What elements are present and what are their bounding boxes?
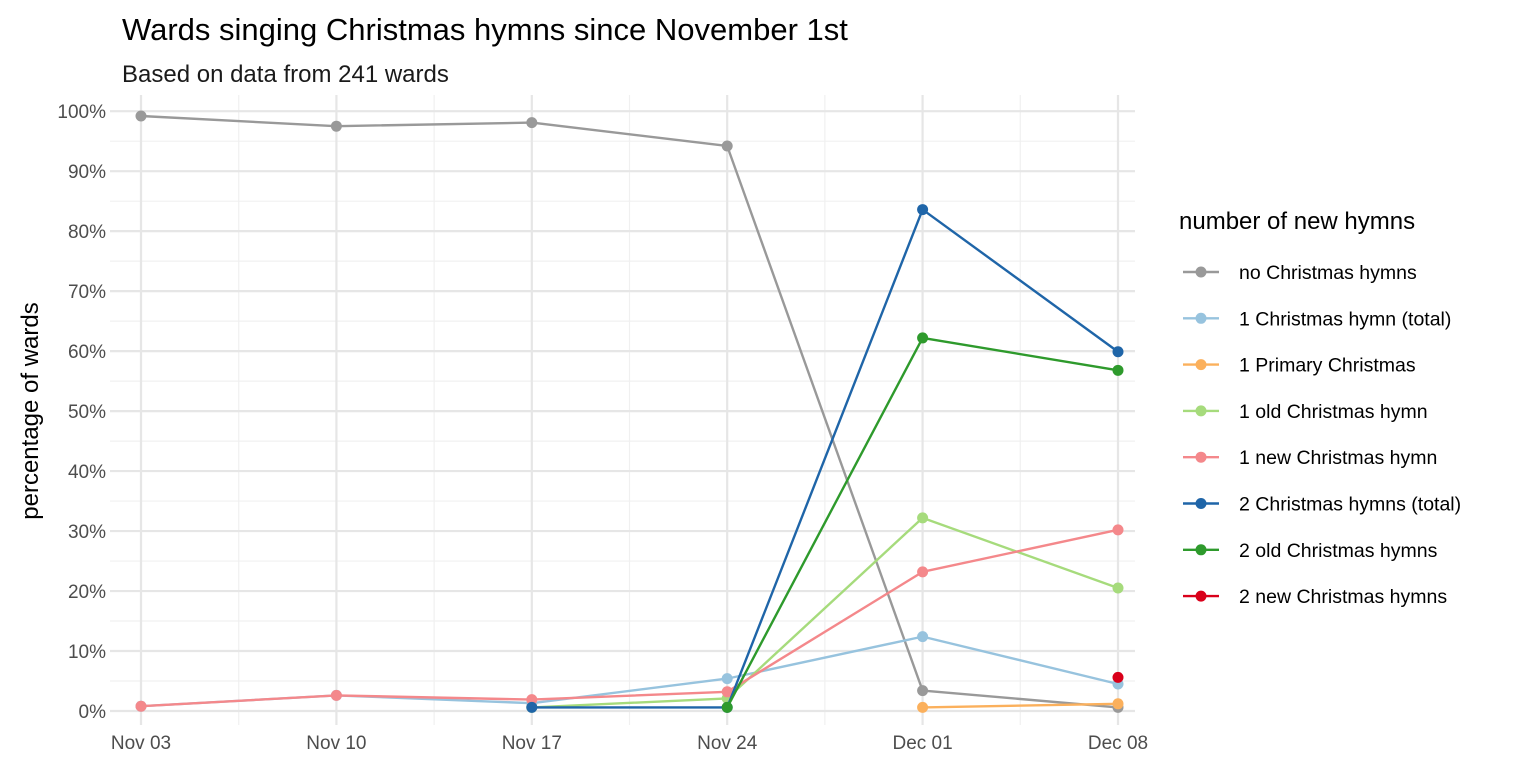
data-point (917, 566, 929, 578)
x-tick-label: Dec 01 (892, 733, 952, 754)
data-point (721, 686, 733, 698)
legend-key-point (1195, 266, 1207, 278)
data-point (1112, 671, 1124, 683)
data-point (721, 701, 733, 713)
legend-label: 2 old Christmas hymns (1239, 540, 1438, 562)
data-point (1112, 346, 1124, 358)
data-point (330, 120, 342, 132)
legend-key-point (1195, 544, 1207, 556)
data-point (917, 631, 929, 643)
chart-subtitle: Based on data from 241 wards (122, 61, 449, 88)
x-tick-label: Nov 03 (111, 733, 171, 754)
y-tick-label: 80% (68, 222, 106, 243)
legend-item: 2 old Christmas hymns (1183, 540, 1438, 562)
y-tick-label: 60% (68, 342, 106, 363)
data-point (1112, 698, 1124, 710)
legend-item: 1 old Christmas hymn (1183, 401, 1428, 423)
data-point (917, 685, 929, 697)
legend-item: no Christmas hymns (1183, 262, 1417, 284)
y-tick-label: 40% (68, 462, 106, 483)
legend-label: 1 old Christmas hymn (1239, 401, 1428, 423)
legend-key-point (1195, 590, 1207, 602)
series-line (922, 702, 1119, 709)
data-point (721, 673, 733, 685)
legend-key-point (1195, 451, 1207, 463)
legend-label: 1 Christmas hymn (total) (1239, 308, 1451, 330)
data-point (917, 332, 929, 344)
data-point (917, 204, 929, 216)
y-axis-title: percentage of wards (17, 302, 44, 519)
legend-item: 1 Primary Christmas (1183, 355, 1416, 377)
legend-key-point (1195, 498, 1207, 509)
data-point (917, 512, 929, 524)
y-tick-label: 0% (79, 702, 107, 723)
legend-item: 1 new Christmas hymn (1183, 447, 1437, 469)
series-line (531, 208, 1119, 709)
y-tick-label: 100% (57, 102, 106, 123)
legend-key-point (1195, 405, 1207, 417)
legend-key-point (1195, 359, 1207, 371)
legend-item: 2 new Christmas hymns (1183, 586, 1447, 608)
x-tick-label: Nov 24 (697, 733, 758, 754)
legend-label: 1 new Christmas hymn (1239, 447, 1437, 469)
legend-label: 2 new Christmas hymns (1239, 586, 1447, 608)
legend: number of new hymns no Christmas hymns 1 … (1179, 208, 1461, 608)
data-point (1112, 364, 1124, 376)
data-point (1112, 582, 1124, 594)
legend-label: 1 Primary Christmas (1239, 355, 1416, 377)
legend-label: 2 Christmas hymns (total) (1239, 494, 1461, 516)
y-tick-label: 70% (68, 282, 106, 303)
x-tick-label: Nov 10 (306, 733, 366, 754)
data-point (721, 140, 733, 152)
major-gridlines (110, 95, 1135, 725)
y-tick-label: 90% (68, 162, 106, 183)
data-point (917, 701, 929, 713)
series-4 (135, 524, 1124, 712)
series-5 (526, 204, 1124, 713)
y-tick-label: 50% (68, 402, 106, 423)
x-tick-label: Nov 17 (502, 733, 562, 754)
series-line (531, 516, 1119, 709)
legend-key-point (1195, 312, 1207, 324)
legend-title: number of new hymns (1179, 208, 1415, 235)
legend-item: 2 Christmas hymns (total) (1183, 494, 1461, 516)
data-point (330, 689, 342, 701)
series-2 (917, 698, 1124, 713)
data-point (135, 700, 147, 712)
series-line (140, 528, 1119, 708)
y-tick-label: 20% (68, 582, 106, 603)
legend-label: no Christmas hymns (1239, 262, 1417, 284)
chart-title: Wards singing Christmas hymns since Nove… (122, 12, 848, 47)
data-point (1112, 524, 1124, 536)
x-tick-label: Dec 08 (1088, 733, 1148, 754)
series-line (140, 114, 1119, 709)
series-6 (721, 332, 1124, 713)
legend-items: no Christmas hymns 1 Christmas hymn (tota… (1183, 262, 1461, 608)
x-axis-tick-labels: Nov 03 Nov 10 Nov 17 Nov 24 Dec 01 Dec 08 (111, 733, 1148, 754)
y-tick-label: 30% (68, 522, 106, 543)
data-point (135, 110, 147, 122)
y-axis-tick-labels: 0% 10% 20% 30% 40% 50% 60% 70% 80% 90% 100% (57, 102, 106, 723)
data-point (526, 701, 538, 713)
legend-item: 1 Christmas hymn (total) (1183, 308, 1451, 330)
series-layer (135, 110, 1124, 713)
series-0 (135, 110, 1124, 713)
series-7 (1112, 671, 1124, 683)
y-tick-label: 10% (68, 642, 106, 663)
data-point (526, 694, 538, 706)
data-point (526, 117, 538, 129)
